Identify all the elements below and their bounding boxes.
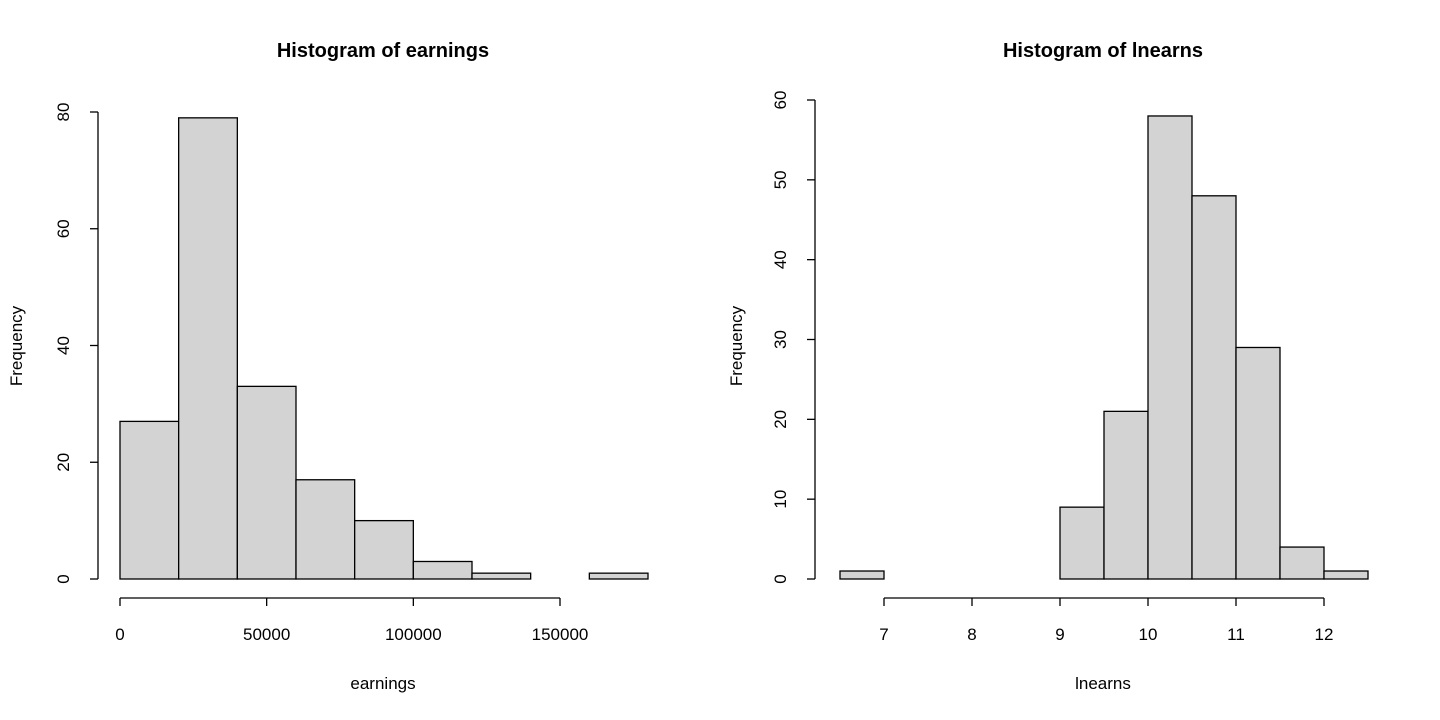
histogram-bar	[1147, 115, 1193, 580]
histogram-bar	[295, 479, 356, 580]
histogram-bar	[1235, 346, 1281, 580]
earnings-histogram-panel: Histogram of earnings earnings Frequency…	[7, 40, 649, 693]
y-tick-label: 80	[54, 103, 73, 122]
y-tick-label: 60	[771, 91, 790, 110]
x-tick-label: 150000	[532, 625, 589, 644]
x-tick-label: 50000	[243, 625, 290, 644]
y-tick-label: 30	[771, 330, 790, 349]
histogram-bar	[236, 385, 297, 580]
y-tick-label: 0	[54, 574, 73, 583]
y-tick-label: 50	[771, 170, 790, 189]
histogram-bar	[1191, 195, 1237, 580]
histogram-bar	[471, 572, 532, 580]
y-tick-label: 60	[54, 219, 73, 238]
y-tick-label: 40	[771, 250, 790, 269]
x-tick-label: 10	[1139, 625, 1158, 644]
y-tick-label: 0	[771, 574, 790, 583]
histogram-bar	[1059, 506, 1105, 580]
histogram-bar	[1323, 570, 1369, 580]
y-axis-label: Frequency	[727, 305, 746, 386]
chart-title: Histogram of lnearns	[1003, 40, 1203, 62]
histogram-bar	[354, 519, 414, 580]
x-tick-label: 8	[967, 625, 976, 644]
histogram-bar	[119, 420, 180, 580]
x-tick-label: 0	[115, 625, 124, 644]
lnearns-histogram-panel: Histogram of lnearns lnearns Frequency 7…	[727, 40, 1369, 693]
x-axis-label: lnearns	[1075, 674, 1131, 693]
histogram-bar	[412, 560, 473, 580]
histogram-bar	[1103, 410, 1149, 580]
histogram-bar	[178, 117, 238, 580]
y-axis-label: Frequency	[7, 305, 26, 386]
histogram-bar	[1279, 546, 1325, 580]
chart-title: Histogram of earnings	[277, 40, 489, 62]
x-tick-label: 100000	[385, 625, 442, 644]
y-tick-label: 20	[771, 410, 790, 429]
y-tick-label: 40	[54, 336, 73, 355]
histogram-bar	[588, 572, 649, 580]
y-tick-label: 10	[771, 490, 790, 509]
x-tick-label: 9	[1055, 625, 1064, 644]
histogram-bar	[839, 570, 885, 580]
x-axis-label: earnings	[350, 674, 415, 693]
x-tick-label: 12	[1315, 625, 1334, 644]
x-tick-label: 7	[879, 625, 888, 644]
x-tick-label: 11	[1227, 625, 1245, 644]
y-tick-label: 20	[54, 453, 73, 472]
